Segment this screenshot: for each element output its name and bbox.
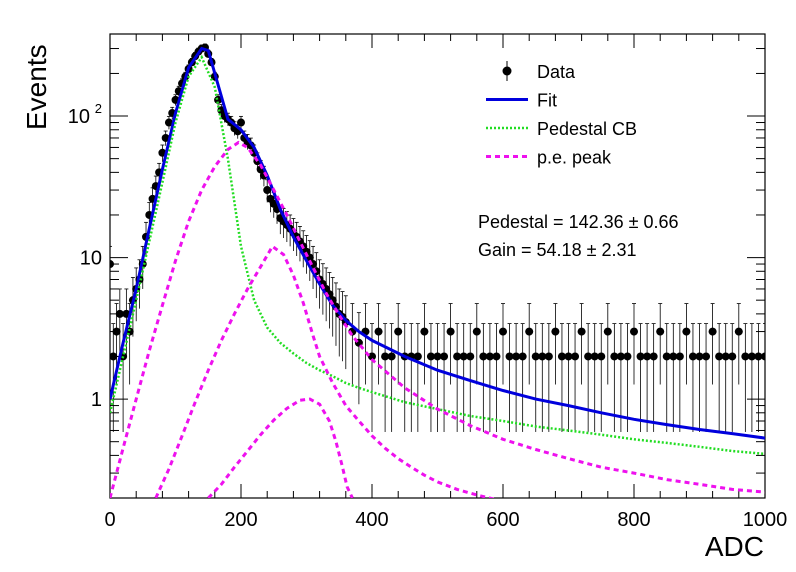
data-point xyxy=(161,133,170,142)
axes: 0 200 400 600 800 1000 1 10 10 2 xyxy=(68,33,788,531)
legend-label: Data xyxy=(537,62,576,82)
series-dashed-5 xyxy=(207,397,354,498)
legend-label: Pedestal CB xyxy=(537,119,637,139)
data-point xyxy=(381,352,390,361)
data-point xyxy=(525,327,534,336)
data-point xyxy=(610,352,619,361)
series-dashed-4 xyxy=(154,244,496,498)
data-point xyxy=(630,327,638,336)
data-point xyxy=(420,327,429,336)
data-point xyxy=(675,352,684,361)
y-tick-exponent: 2 xyxy=(95,101,102,116)
data-point xyxy=(440,352,449,361)
x-tick-label: 400 xyxy=(355,509,388,531)
data-point xyxy=(112,327,121,336)
data-point xyxy=(433,352,442,361)
data-point xyxy=(564,352,573,361)
data-point xyxy=(115,309,124,318)
data-point xyxy=(557,352,566,361)
data-point xyxy=(754,352,763,361)
data-point xyxy=(426,352,435,361)
data-point xyxy=(747,352,756,361)
data-point xyxy=(728,352,737,361)
series-line-1 xyxy=(110,46,765,440)
x-tick-label: 200 xyxy=(224,509,257,531)
series-dotted-2 xyxy=(110,54,765,456)
annotations: Pedestal = 142.36 ± 0.66 Gain = 54.18 ± 2… xyxy=(478,212,679,260)
x-axis-label: ADC xyxy=(705,531,764,562)
data-point xyxy=(577,327,586,336)
data-point xyxy=(368,352,376,361)
data-point xyxy=(708,327,717,336)
data-point xyxy=(669,352,678,361)
legend-label: p.e. peak xyxy=(537,148,612,168)
data-point xyxy=(413,352,422,361)
data-point xyxy=(110,260,114,269)
data-point xyxy=(164,118,173,127)
data-point xyxy=(636,352,645,361)
data-point xyxy=(590,352,599,361)
legend-label: Fit xyxy=(537,91,557,111)
data-point xyxy=(485,352,494,361)
data-point xyxy=(512,352,521,361)
x-tick-label: 1000 xyxy=(743,509,788,531)
data-point xyxy=(446,327,455,336)
data-point xyxy=(110,352,118,361)
data-point xyxy=(597,352,606,361)
series-layer xyxy=(110,43,765,498)
data-point xyxy=(603,327,612,336)
data-point xyxy=(761,352,765,361)
data-point xyxy=(263,186,272,195)
data-point xyxy=(656,327,665,336)
data-point xyxy=(649,352,658,361)
data-point xyxy=(715,352,724,361)
data-point xyxy=(466,352,475,361)
data-point xyxy=(721,352,730,361)
x-tick-label: 800 xyxy=(617,509,650,531)
fit-annotation: Pedestal = 142.36 ± 0.66 xyxy=(478,212,679,232)
data-point xyxy=(643,352,652,361)
data-point xyxy=(538,352,547,361)
data-point xyxy=(551,327,560,336)
data-point xyxy=(702,352,711,361)
legend: Data Fit Pedestal CB p.e. peak xyxy=(486,61,637,168)
data-point xyxy=(584,352,593,361)
x-tick-label: 0 xyxy=(104,509,115,531)
y-tick-label: 1 xyxy=(91,389,102,411)
data-point xyxy=(531,352,540,361)
data-point xyxy=(518,352,527,361)
y-tick-label: 10 xyxy=(68,106,90,128)
data-point xyxy=(734,327,743,336)
data-point xyxy=(544,352,553,361)
data-point xyxy=(492,352,501,361)
data-point xyxy=(682,327,691,336)
data-point xyxy=(479,352,488,361)
data-point xyxy=(394,327,403,336)
data-point xyxy=(499,327,507,336)
fit-annotation: Gain = 54.18 ± 2.31 xyxy=(478,240,637,260)
data-point xyxy=(571,352,580,361)
x-tick-label: 600 xyxy=(486,509,519,531)
data-points xyxy=(110,43,765,432)
data-point xyxy=(237,118,245,127)
data-point xyxy=(472,327,481,336)
data-point xyxy=(688,352,697,361)
data-point xyxy=(616,352,625,361)
data-point xyxy=(623,352,632,361)
data-point xyxy=(459,352,468,361)
data-point xyxy=(695,352,704,361)
series-dashed-3 xyxy=(110,140,765,498)
legend-marker xyxy=(502,66,512,76)
data-point xyxy=(505,352,514,361)
data-point xyxy=(387,352,396,361)
data-point xyxy=(374,327,383,336)
y-tick-label: 10 xyxy=(80,248,102,270)
data-point xyxy=(453,352,462,361)
y-axis-label: Events xyxy=(21,44,52,130)
data-point xyxy=(662,352,671,361)
data-point xyxy=(741,352,750,361)
